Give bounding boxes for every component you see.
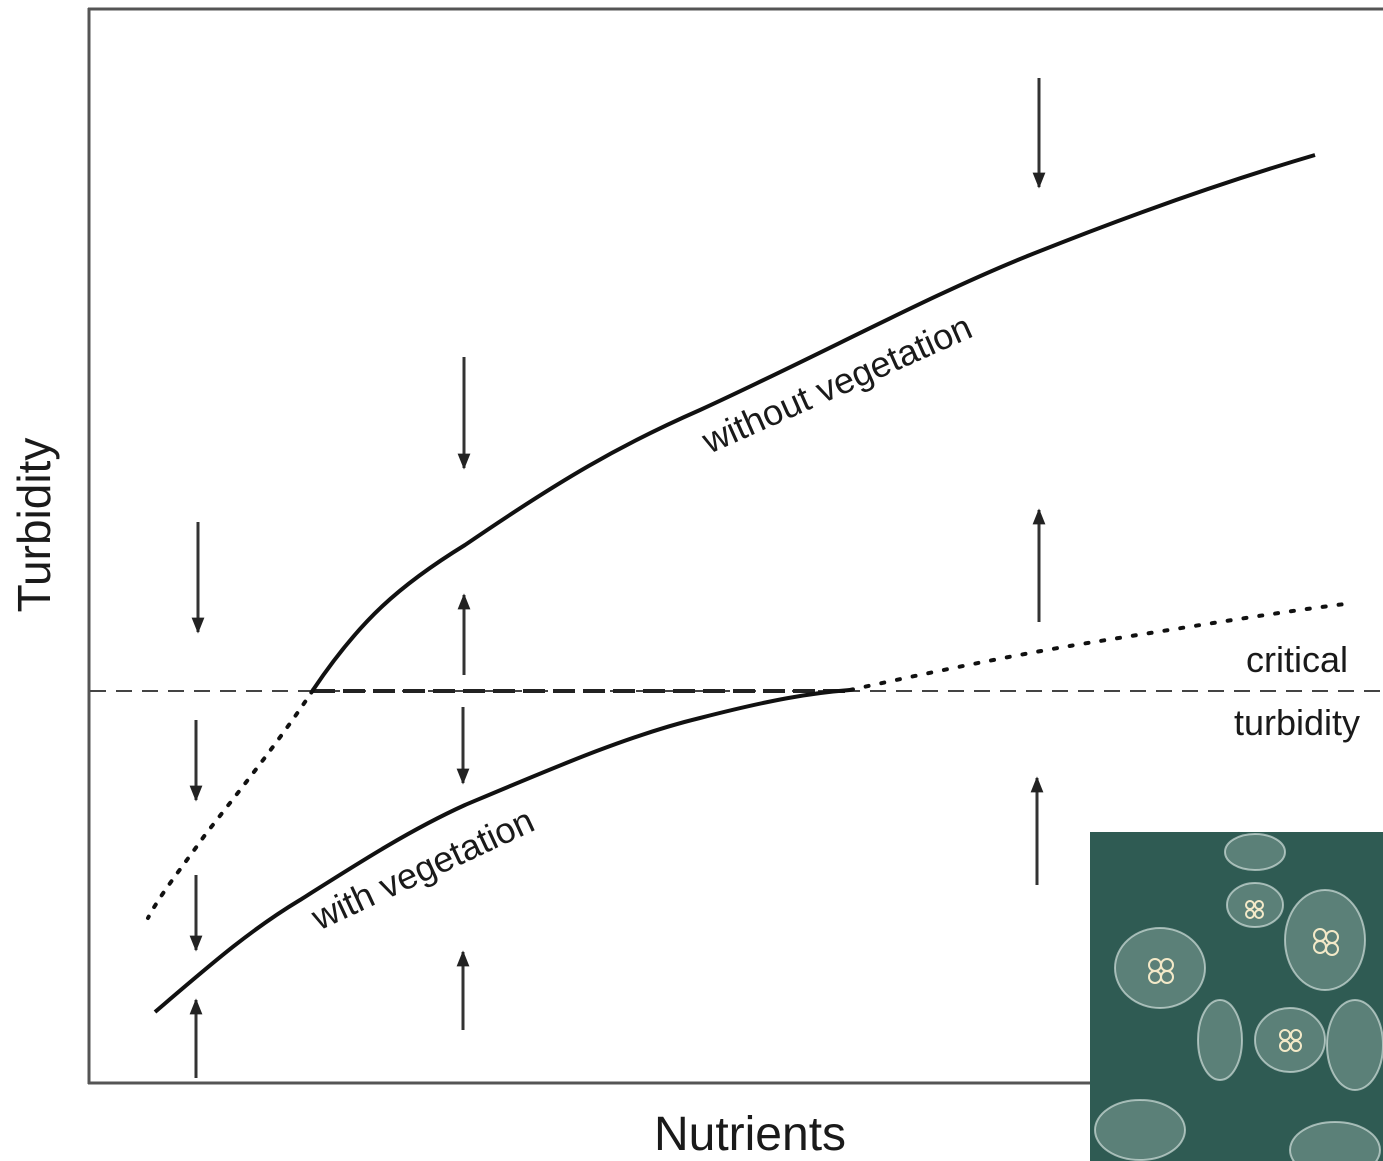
jellyfish — [1197, 999, 1243, 1081]
curve-without-vegetation-unstable — [146, 688, 315, 920]
curve-without-vegetation — [311, 153, 1316, 692]
y-axis-label: Turbidity — [8, 438, 60, 613]
photo-inset — [1090, 832, 1383, 1161]
jellyfish-group — [1094, 833, 1383, 1161]
curve-with-vegetation-unstable — [848, 602, 1347, 692]
jellyfish — [1094, 1099, 1186, 1161]
jellyfish-rings — [1148, 900, 1339, 1052]
threshold-label: critical — [1246, 639, 1348, 680]
threshold-label: turbidity — [1234, 702, 1360, 743]
jellyfish — [1289, 1121, 1381, 1161]
curve-with-vegetation — [153, 688, 851, 1014]
curve-label: with vegetation — [304, 799, 540, 938]
curve-label: without vegetation — [695, 306, 978, 462]
jellyfish — [1224, 833, 1286, 871]
arrows — [189, 78, 1046, 1078]
photo-background — [1090, 832, 1383, 1161]
jellyfish — [1254, 1007, 1326, 1073]
x-axis-label: Nutrients — [654, 1108, 846, 1161]
jellyfish — [1326, 999, 1383, 1091]
jellyfish — [1284, 889, 1366, 991]
